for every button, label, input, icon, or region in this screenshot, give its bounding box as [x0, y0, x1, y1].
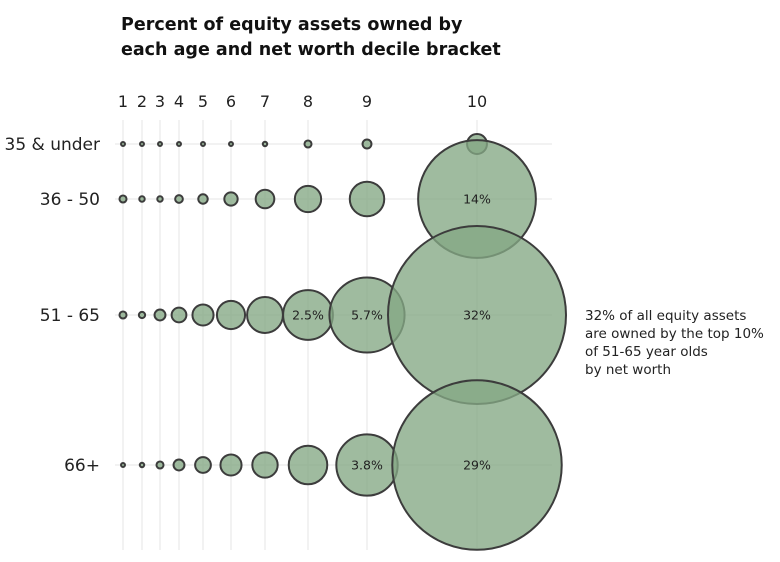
- data-label-66-col-9: 3.8%: [351, 458, 383, 473]
- annotation-line-2: are owned by the top 10%: [585, 326, 764, 342]
- column-label-3: 3: [155, 92, 165, 111]
- bubble-36-50-col-4: [174, 194, 184, 204]
- bubble-36-50-col-8: [293, 184, 323, 214]
- bubble-35-under-col-8: [303, 139, 313, 149]
- bubble-36-50-col-1: [118, 194, 128, 204]
- bubble-36-50-col-6: [223, 191, 239, 207]
- column-label-9: 9: [362, 92, 372, 111]
- bubble-66-col-5: [194, 456, 212, 474]
- data-label-51-65-col-10: 32%: [463, 308, 491, 323]
- bubble-35-under-col-6: [228, 141, 234, 147]
- bubble-66-col-8: [287, 444, 329, 486]
- bubble-35-under-col-1: [120, 141, 126, 147]
- column-label-6: 6: [226, 92, 236, 111]
- data-label-66-col-10: 29%: [463, 458, 491, 473]
- bubble-66-col-7: [251, 451, 279, 479]
- bubble-51-65-col-5: [191, 303, 215, 327]
- row-labels: 35 & under 36 - 50 51 - 65 66+: [5, 135, 100, 476]
- column-labels: 1 2 3 4 5 6 7 8 9 10: [118, 92, 487, 111]
- data-label-51-65-col-9: 5.7%: [351, 308, 383, 323]
- bubble-35-under-col-4: [176, 141, 182, 147]
- column-label-2: 2: [137, 92, 147, 111]
- bubble-51-65-col-1: [118, 310, 128, 320]
- column-label-4: 4: [174, 92, 184, 111]
- column-label-8: 8: [303, 92, 313, 111]
- bubble-51-65-col-4: [170, 306, 188, 324]
- bubble-51-65-col-3: [153, 308, 167, 322]
- bubble-66-col-10: [391, 379, 563, 551]
- chart-title-line-2: each age and net worth decile bracket: [121, 40, 501, 60]
- bubble-35-under-col-2: [139, 141, 145, 147]
- bubble-36-50-col-2: [138, 195, 146, 203]
- bubble-66-col-1: [120, 462, 126, 468]
- column-label-10: 10: [467, 92, 487, 111]
- bubble-35-under-col-5: [200, 141, 206, 147]
- annotation-line-4: by net worth: [585, 362, 671, 378]
- bubble-36-50-col-5: [197, 193, 209, 205]
- annotation-line-3: of 51-65 year olds: [585, 344, 708, 360]
- data-label-51-65-col-8: 2.5%: [292, 308, 324, 323]
- annotation: 32% of all equity assets are owned by th…: [585, 308, 764, 378]
- annotation-line-1: 32% of all equity assets: [585, 308, 746, 324]
- column-label-7: 7: [260, 92, 270, 111]
- row-label-66: 66+: [64, 456, 100, 476]
- bubble-36-50-col-3: [156, 195, 164, 203]
- row-label-51-65: 51 - 65: [40, 306, 100, 326]
- row-label-35-under: 35 & under: [5, 135, 100, 155]
- bubble-51-65-col-7: [246, 296, 284, 334]
- bubbles: [118, 133, 567, 551]
- row-label-36-50: 36 - 50: [40, 190, 100, 210]
- data-labels: 14% 2.5% 5.7% 32% 3.8% 29%: [292, 192, 491, 473]
- bubble-35-under-col-9: [361, 138, 373, 150]
- bubble-66-col-2: [138, 461, 146, 469]
- data-label-36-50-col-10: 14%: [463, 192, 491, 207]
- bubble-66-col-4: [172, 458, 186, 472]
- chart-title-line-1: Percent of equity assets owned by: [121, 15, 463, 35]
- column-label-5: 5: [198, 92, 208, 111]
- bubble-35-under-col-3: [157, 141, 163, 147]
- bubble-66-col-3: [155, 460, 165, 470]
- bubble-35-under-col-7: [261, 140, 269, 148]
- bubble-36-50-col-9: [348, 180, 386, 218]
- bubble-51-65-col-6: [215, 299, 247, 331]
- column-label-1: 1: [118, 92, 128, 111]
- bubble-66-col-6: [219, 453, 243, 477]
- bubble-51-65-col-2: [137, 310, 147, 320]
- bubble-36-50-col-7: [254, 188, 276, 210]
